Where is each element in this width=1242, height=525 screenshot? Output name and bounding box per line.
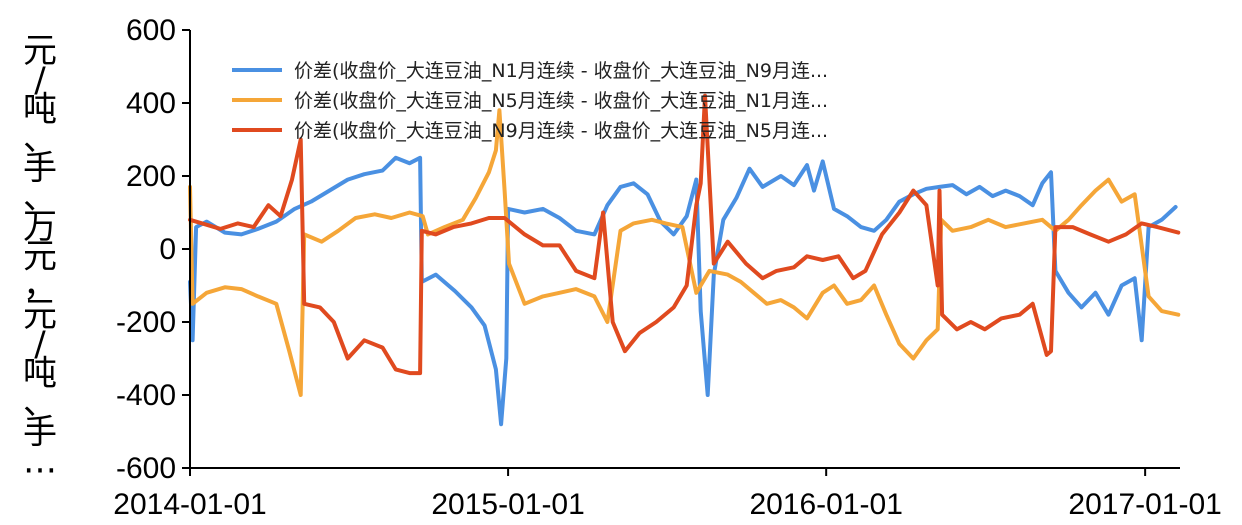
y-tick-label: -600 (116, 452, 176, 485)
y-tick-label: 0 (159, 233, 176, 266)
series-line-3 (188, 93, 1181, 376)
x-axis-ticks: 2014-01-01 2015-01-01 2016-01-01 2017-01-01 (113, 468, 1222, 521)
x-tick-label: 2014-01-01 (113, 488, 266, 521)
series-lines (188, 93, 1181, 427)
y-tick-label: 200 (126, 160, 176, 193)
x-tick-label: 2017-01-01 (1068, 488, 1221, 521)
series-line-2 (188, 108, 1181, 397)
y-tick-label: 600 (126, 14, 176, 47)
legend-label-3: 价差(收盘价_大连豆油_N9月连续 - 收盘价_大连豆油_N5月连... (294, 120, 828, 142)
x-tick-label: 2016-01-01 (749, 488, 902, 521)
y-axis-label-text: 元/吨、手、万元，元/吨、手… (23, 31, 57, 482)
legend-label-1: 价差(收盘价_大连豆油_N1月连续 - 收盘价_大连豆油_N9月连... (294, 60, 828, 82)
y-tick-label: -400 (116, 379, 176, 412)
y-axis-ticks: 600 400 200 0 -200 -400 -600 (116, 14, 190, 485)
legend-label-2: 价差(收盘价_大连豆油_N5月连续 - 收盘价_大连豆油_N1月连... (294, 90, 828, 112)
y-axis-label: 元/吨、手、万元，元/吨、手… (23, 31, 57, 482)
series-line-1 (188, 155, 1178, 427)
x-tick-label: 2015-01-01 (431, 488, 584, 521)
y-tick-label: 400 (126, 87, 176, 120)
y-tick-label: -200 (116, 306, 176, 339)
legend: 价差(收盘价_大连豆油_N1月连续 - 收盘价_大连豆油_N9月连... 价差(收… (232, 60, 828, 142)
